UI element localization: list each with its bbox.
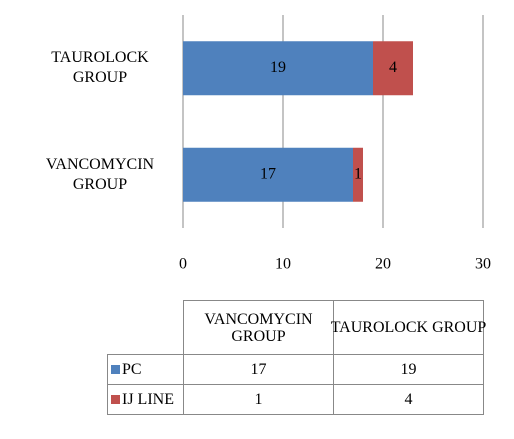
data-label: 17 <box>260 165 276 182</box>
bar-segment <box>183 41 373 96</box>
category-label: VANCOMYCIN GROUP <box>45 155 155 193</box>
x-tick-label: 20 <box>375 256 391 273</box>
legend-label: PC <box>122 361 142 378</box>
table-cell: 4 <box>333 384 484 415</box>
table-header: TAUROLOCK GROUP <box>331 300 486 355</box>
legend-swatch <box>111 395 120 404</box>
table-row-label: IJ LINE <box>107 384 184 415</box>
bar-segment <box>373 41 413 96</box>
x-tick-label: 30 <box>475 256 491 273</box>
data-label: 4 <box>389 59 397 76</box>
table-row-label: PC <box>107 354 184 385</box>
bar-segment <box>183 147 353 202</box>
legend-label: IJ LINE <box>122 391 174 408</box>
x-tick-label: 0 <box>179 256 187 273</box>
table-cell: 1 <box>183 384 334 415</box>
category-label: TAUROLOCK GROUP <box>51 49 149 87</box>
x-tick-label: 10 <box>275 256 291 273</box>
data-label: 19 <box>270 59 286 76</box>
bar-segment <box>353 147 363 202</box>
legend-swatch <box>111 365 120 374</box>
table-header: VANCOMYCIN GROUP <box>183 300 334 355</box>
table-cell: 17 <box>183 354 334 385</box>
data-label: 1 <box>354 165 362 182</box>
table-cell: 19 <box>333 354 484 385</box>
